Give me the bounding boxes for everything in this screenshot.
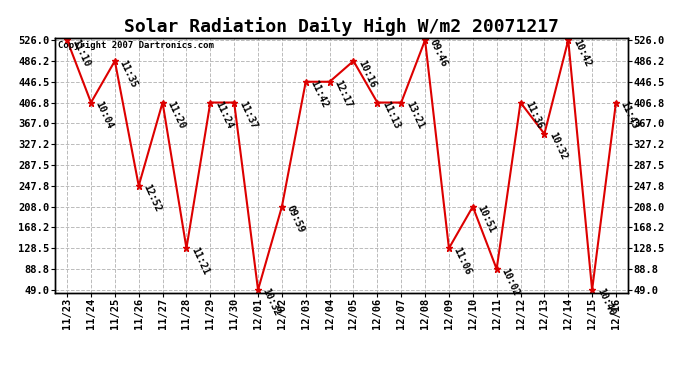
Text: 10:32: 10:32 bbox=[547, 131, 569, 162]
Text: 11:10: 11:10 bbox=[70, 38, 91, 68]
Text: 11:37: 11:37 bbox=[237, 100, 259, 130]
Text: 11:20: 11:20 bbox=[166, 100, 187, 130]
Text: 11:35: 11:35 bbox=[117, 58, 139, 89]
Text: 10:32: 10:32 bbox=[261, 287, 282, 318]
Text: 10:04: 10:04 bbox=[94, 100, 115, 130]
Title: Solar Radiation Daily High W/m2 20071217: Solar Radiation Daily High W/m2 20071217 bbox=[124, 17, 559, 36]
Text: 10:02: 10:02 bbox=[500, 266, 521, 297]
Text: 11:21: 11:21 bbox=[189, 246, 210, 276]
Text: 11:13: 11:13 bbox=[380, 100, 402, 130]
Text: 11:24: 11:24 bbox=[213, 100, 235, 130]
Text: 10:40: 10:40 bbox=[595, 287, 616, 318]
Text: 09:46: 09:46 bbox=[428, 38, 449, 68]
Text: 12:52: 12:52 bbox=[141, 183, 163, 214]
Text: 11:06: 11:06 bbox=[452, 246, 473, 276]
Text: 10:51: 10:51 bbox=[475, 204, 497, 235]
Text: 11:42: 11:42 bbox=[308, 79, 330, 110]
Text: 13:21: 13:21 bbox=[404, 100, 426, 130]
Text: 11:43: 11:43 bbox=[619, 100, 640, 130]
Text: 10:42: 10:42 bbox=[571, 38, 593, 68]
Text: Copyright 2007 Dartronics.com: Copyright 2007 Dartronics.com bbox=[58, 41, 214, 50]
Text: 12:17: 12:17 bbox=[333, 79, 354, 110]
Text: 11:36: 11:36 bbox=[523, 100, 545, 130]
Text: 10:16: 10:16 bbox=[356, 58, 377, 89]
Text: 09:59: 09:59 bbox=[285, 204, 306, 235]
